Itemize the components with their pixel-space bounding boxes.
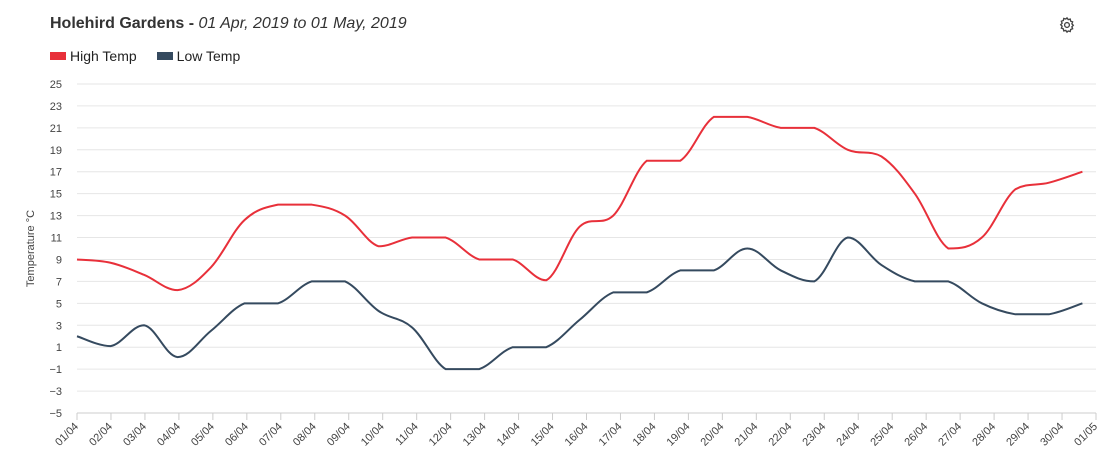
x-tick-label: 15/04: [529, 421, 557, 449]
x-tick-label: 22/04: [766, 421, 794, 449]
y-tick-label: 1: [56, 342, 62, 354]
y-tick-label: 13: [50, 211, 62, 223]
high-temp-line: [76, 115, 1083, 292]
x-tick-label: 01/04: [53, 421, 81, 449]
y-axis-label: Temperature °C: [25, 210, 37, 287]
y-tick-label: 7: [56, 276, 62, 288]
chart-legend: High Temp Low Temp: [50, 48, 240, 64]
x-tick-label: 16/04: [563, 421, 591, 449]
y-tick-label: 21: [50, 123, 62, 135]
chart-title-date-range: 01 Apr, 2019 to 01 May, 2019: [198, 15, 407, 32]
x-tick-label: 14/04: [495, 421, 523, 449]
y-tick-label: 23: [50, 101, 62, 113]
x-tick-label: 26/04: [902, 421, 930, 449]
chart-title-location: Holehird Gardens -: [50, 15, 199, 32]
y-tick-label: 25: [50, 79, 62, 91]
x-tick-label: 27/04: [936, 421, 964, 449]
y-tick-label: 9: [56, 254, 62, 266]
y-tick-label: 15: [50, 189, 62, 201]
legend-label: High Temp: [70, 48, 137, 64]
x-tick-label: 03/04: [121, 421, 149, 449]
gear-icon[interactable]: [1058, 16, 1076, 34]
x-tick-label: 20/04: [699, 421, 727, 449]
legend-label: Low Temp: [176, 48, 241, 64]
x-tick-label: 12/04: [427, 421, 455, 449]
x-tick-label: 13/04: [461, 421, 489, 449]
y-tick-label: 5: [56, 298, 62, 310]
y-tick-label: −1: [49, 364, 62, 376]
legend-item-low-temp[interactable]: Low Temp: [156, 48, 241, 64]
x-tick-label: 08/04: [291, 421, 319, 449]
x-tick-label: 01/05: [1072, 421, 1100, 449]
legend-swatch: [50, 52, 66, 60]
x-tick-label: 04/04: [155, 421, 183, 449]
x-tick-label: 29/04: [1004, 421, 1032, 449]
y-tick-label: 3: [56, 320, 62, 332]
x-tick-label: 24/04: [834, 421, 862, 449]
x-tick-label: 06/04: [223, 421, 251, 449]
x-tick-label: 25/04: [868, 421, 896, 449]
chart-title: Holehird Gardens - 01 Apr, 2019 to 01 Ma…: [50, 15, 407, 33]
x-tick-label: 19/04: [665, 421, 693, 449]
low-temp-line: [76, 236, 1083, 371]
legend-swatch: [156, 52, 173, 60]
x-tick-label: 10/04: [359, 421, 387, 449]
y-tick-label: 11: [51, 233, 62, 245]
x-tick-label: 28/04: [970, 421, 998, 449]
x-tick-label: 07/04: [257, 421, 285, 449]
y-tick-label: −3: [49, 386, 62, 398]
y-tick-label: 19: [50, 145, 62, 157]
legend-item-high-temp[interactable]: High Temp: [50, 48, 137, 64]
x-tick-label: 21/04: [733, 421, 761, 449]
y-tick-label: −5: [49, 408, 62, 420]
x-tick-label: 17/04: [597, 421, 625, 449]
x-tick-label: 05/04: [189, 421, 217, 449]
x-tick-label: 09/04: [325, 421, 353, 449]
y-tick-label: 17: [50, 167, 62, 179]
x-tick-label: 11/04: [393, 421, 420, 448]
x-tick-label: 18/04: [631, 421, 659, 449]
x-tick-label: 30/04: [1038, 421, 1066, 449]
x-tick-label: 02/04: [87, 421, 115, 449]
x-tick-label: 23/04: [800, 421, 828, 449]
